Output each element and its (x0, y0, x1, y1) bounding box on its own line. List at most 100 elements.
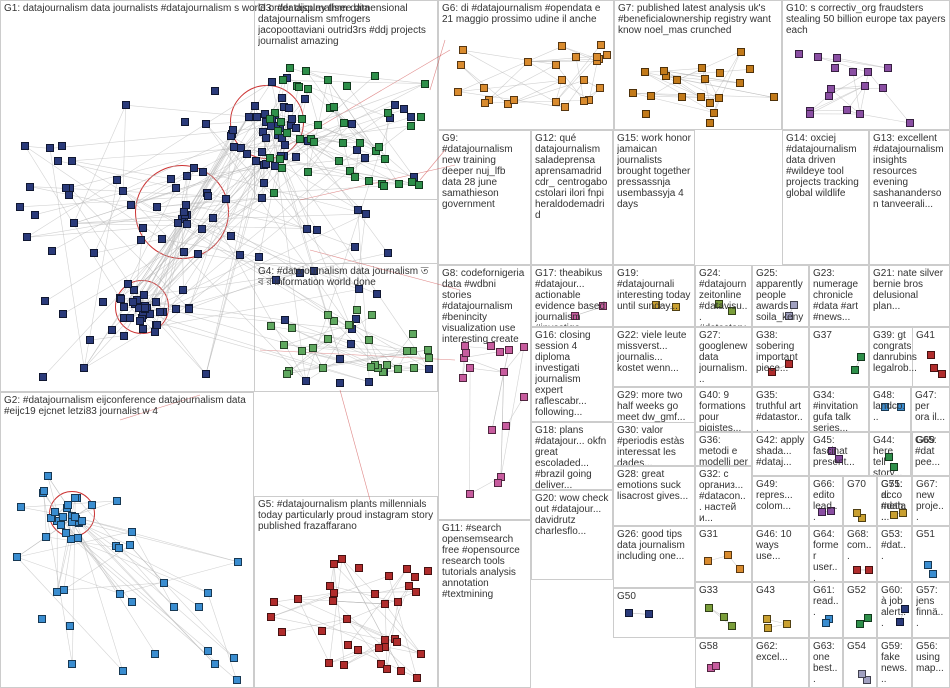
panel-g25: G25: apparently people awards soila_keny… (752, 265, 809, 327)
panel-g6: G6: di #datajournalism #opendata e 21 ma… (438, 0, 614, 130)
graph-node (202, 370, 210, 378)
panel-g46: G46: 10 ways use... (752, 526, 809, 582)
graph-node (245, 113, 253, 121)
graph-node (236, 251, 244, 259)
panel-g43: G43 (752, 582, 809, 638)
graph-node (660, 67, 668, 75)
graph-node (425, 365, 433, 373)
graph-node (865, 566, 873, 574)
panel-label: G70 (847, 479, 873, 490)
panel-g51: G51 (912, 526, 950, 582)
graph-node (641, 68, 649, 76)
graph-node (814, 53, 822, 61)
graph-node (397, 667, 405, 675)
panel-g34: G34: #invitation gufa talk series... (809, 387, 869, 432)
graph-node (403, 347, 411, 355)
graph-node (715, 94, 723, 102)
graph-node (59, 513, 67, 521)
panel-g12: G12: qué datajournalism saladeprensa apr… (531, 130, 613, 265)
panel-g68: G68: com... (843, 526, 877, 582)
graph-node (494, 479, 502, 487)
graph-node (329, 597, 337, 605)
graph-node (340, 119, 348, 127)
graph-node (324, 311, 332, 319)
graph-node (365, 336, 373, 344)
graph-node (260, 179, 268, 187)
graph-node (393, 638, 401, 646)
panel-label: G61: read... (813, 585, 839, 618)
graph-node (502, 422, 510, 430)
graph-node (746, 65, 754, 73)
graph-node (128, 598, 136, 606)
graph-node (283, 370, 291, 378)
graph-node (831, 64, 839, 72)
panel-g5: G5: #datajournalism plants millennials t… (254, 496, 438, 688)
graph-node (884, 64, 892, 72)
graph-node (480, 84, 488, 92)
graph-node (17, 503, 25, 511)
graph-node (48, 247, 56, 255)
graph-node (712, 662, 720, 670)
graph-node (70, 219, 78, 227)
graph-node (288, 115, 296, 123)
panel-label: G49: repres... colom... (756, 479, 805, 512)
graph-node (38, 615, 46, 623)
graph-node (26, 183, 34, 191)
panel-g2: G2: #datajournalism eijconference datajo… (0, 392, 254, 688)
panel-g24: G24: #datajourn zeitonline #datavisu... … (695, 265, 752, 327)
graph-node (252, 157, 260, 165)
panel-g40: G40: 9 formations pour pigistes... (695, 387, 752, 432)
graph-node (222, 195, 230, 203)
graph-node (864, 614, 872, 622)
graph-node (211, 660, 219, 668)
panel-label: G13: excellent #datajournalism insights … (873, 133, 946, 210)
graph-node (126, 314, 134, 322)
graph-node (266, 115, 274, 123)
graph-node (368, 311, 376, 319)
graph-node (279, 76, 287, 84)
graph-node (233, 676, 241, 684)
panel-label: G58 (699, 641, 748, 652)
graph-node (234, 558, 242, 566)
graph-node (558, 76, 566, 84)
graph-node (365, 177, 373, 185)
graph-node (403, 565, 411, 573)
panel-label: G42: apply shada... #dataj... (756, 435, 805, 468)
graph-node (929, 570, 937, 578)
panel-g58: G58 (695, 638, 752, 688)
graph-node (413, 674, 421, 682)
graph-node (298, 115, 306, 123)
graph-node (139, 325, 147, 333)
graph-node (294, 595, 302, 603)
panel-g19: G19: #datajournali interesting today unt… (613, 265, 695, 327)
graph-node (141, 304, 149, 312)
graph-node (407, 122, 415, 130)
graph-node (381, 600, 389, 608)
graph-node (115, 544, 123, 552)
panel-label: G15: work honor jamaican journalists bro… (617, 133, 691, 210)
graph-node (424, 346, 432, 354)
graph-node (425, 354, 433, 362)
panel-g36: G36: metodi e modelli per l... (695, 432, 752, 466)
panel-g53: G53: #dat... (877, 526, 912, 582)
graph-node (126, 541, 134, 549)
graph-node (858, 670, 866, 678)
graph-node (40, 487, 48, 495)
panel-label: G51 (916, 529, 946, 540)
graph-node (31, 211, 39, 219)
panel-g13: G13: excellent #datajournalism insights … (869, 130, 950, 265)
graph-node (347, 340, 355, 348)
graph-node (383, 665, 391, 673)
graph-node (185, 305, 193, 313)
panel-g8: G8: codefornigeria data #wdbni stories #… (438, 265, 531, 520)
panel-label: G29: more two half weeks go meet dw_gmf.… (617, 390, 691, 423)
panel-label: G37 (813, 330, 865, 341)
graph-node (335, 157, 343, 165)
panel-g56: G56: using map... (912, 638, 950, 688)
graph-node (394, 598, 402, 606)
panel-label: G23: numerage chronicle #data #art #news… (813, 268, 865, 323)
panel-g26: G26: good tips data journalism including… (613, 526, 695, 588)
graph-node (481, 99, 489, 107)
graph-node (344, 641, 352, 649)
graph-node (466, 364, 474, 372)
